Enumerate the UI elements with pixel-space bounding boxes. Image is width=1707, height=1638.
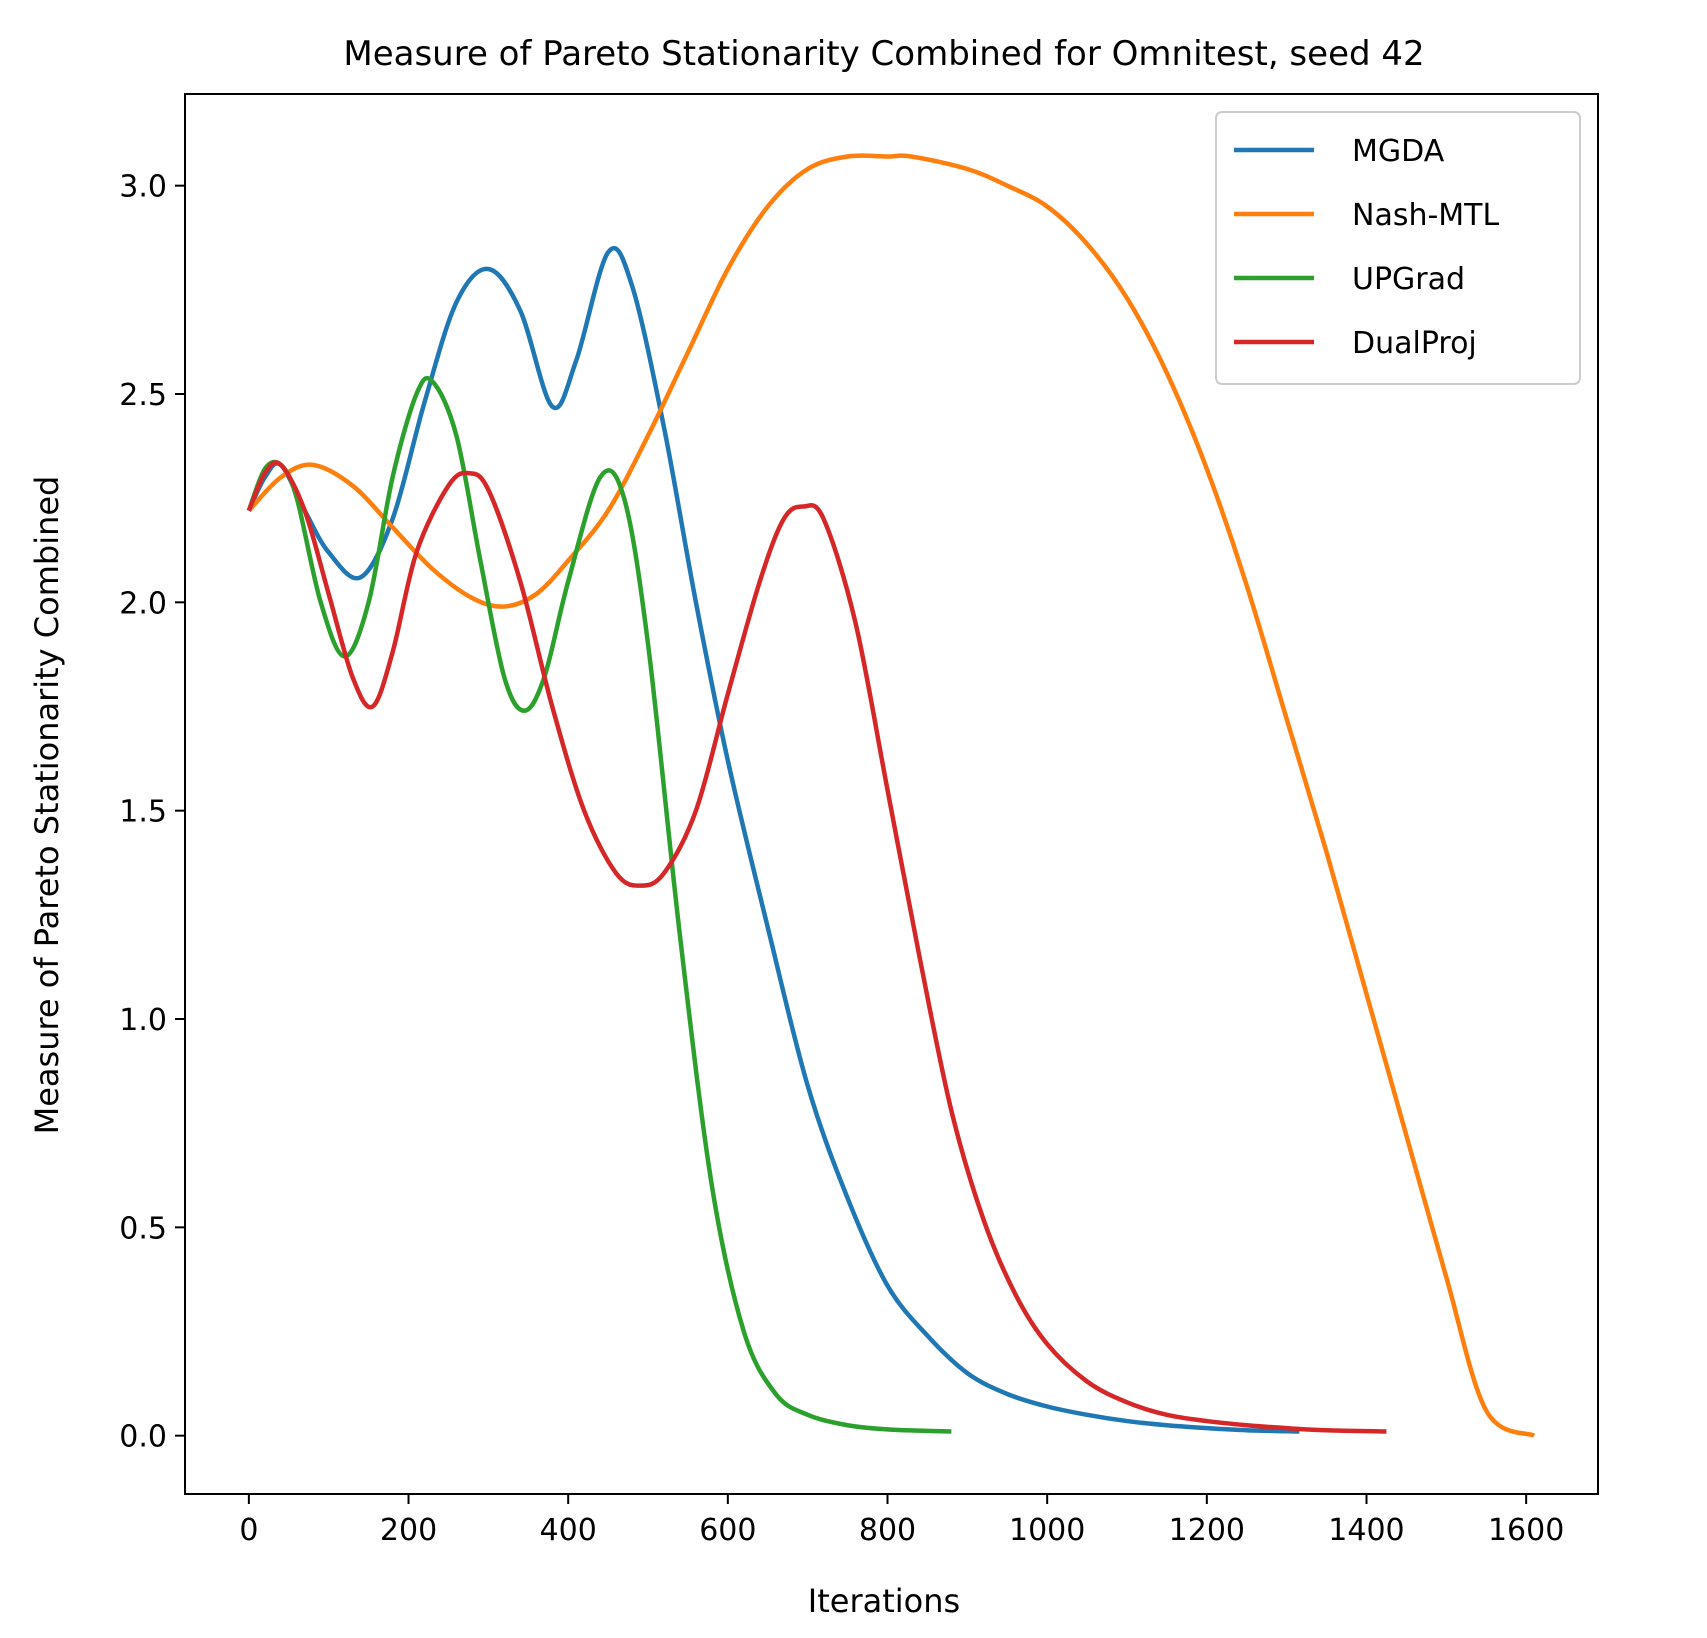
legend-label: UPGrad: [1352, 262, 1465, 297]
legend-box: [1215, 111, 1581, 385]
x-tick-label: 600: [699, 1513, 756, 1548]
y-tick-label: 0.0: [119, 1420, 167, 1455]
y-axis: 0.0 0.5 1.0 1.5 2.0 2.5 3.0: [119, 170, 185, 1455]
x-tick-label: 1200: [1169, 1513, 1245, 1548]
series-line-mgda: [246, 245, 1300, 1434]
y-tick-label: 2.5: [119, 378, 167, 413]
x-tick-label: 1600: [1488, 1513, 1564, 1548]
series-line-dualproj: [246, 460, 1387, 1434]
x-axis-label: Iterations: [808, 1582, 960, 1620]
y-tick-label: 1.0: [119, 1003, 167, 1038]
chart-title: Measure of Pareto Stationarity Combined …: [343, 34, 1424, 74]
x-tick-label: 400: [540, 1513, 597, 1548]
y-tick-label: 0.5: [119, 1211, 167, 1246]
x-tick-label: 200: [380, 1513, 437, 1548]
x-tick-label: 800: [859, 1513, 916, 1548]
legend-label: DualProj: [1352, 326, 1477, 361]
legend-label: Nash-MTL: [1352, 198, 1500, 233]
series-line-nash-mtl: [247, 153, 1536, 1438]
plot-area: [184, 93, 1599, 1495]
x-tick-label: 0: [239, 1513, 258, 1548]
x-tick-label: 1400: [1328, 1513, 1404, 1548]
plot-frame: [184, 93, 1599, 1495]
legend: MGDA Nash-MTL UPGrad DualProj: [1215, 111, 1581, 385]
legend-label: MGDA: [1352, 134, 1445, 169]
x-axis: 0 200 400 600 800 1000 1200 1400 1600: [239, 1494, 1564, 1548]
y-tick-label: 1.5: [119, 795, 167, 830]
y-axis-label: Measure of Pareto Stationarity Combined: [28, 476, 66, 1135]
y-tick-label: 2.0: [119, 586, 167, 621]
y-tick-label: 3.0: [119, 170, 167, 205]
series-line-upgrad: [246, 375, 952, 1434]
x-tick-label: 1000: [1009, 1513, 1085, 1548]
